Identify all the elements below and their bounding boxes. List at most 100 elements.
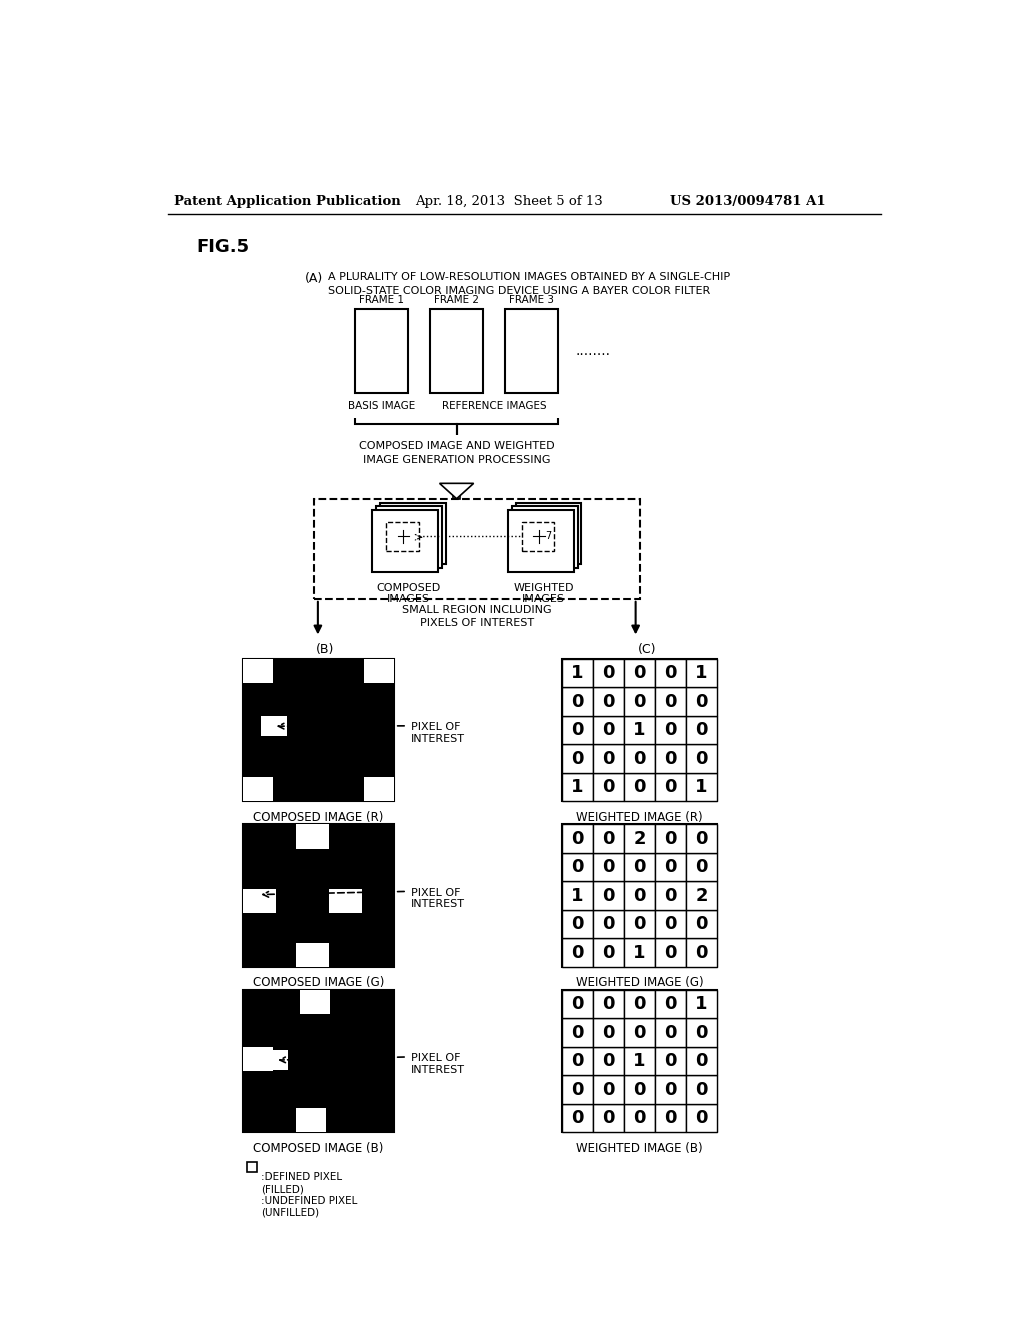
Bar xyxy=(593,909,624,939)
Text: 0: 0 xyxy=(633,1109,646,1127)
Bar xyxy=(655,1019,686,1047)
Bar xyxy=(296,825,329,849)
Text: 0: 0 xyxy=(602,858,614,876)
Text: 0: 0 xyxy=(695,1024,708,1041)
Bar xyxy=(562,825,593,853)
Text: 0: 0 xyxy=(602,1024,614,1041)
Text: 0: 0 xyxy=(633,887,646,904)
Text: 0: 0 xyxy=(602,664,614,682)
Text: 0: 0 xyxy=(571,915,584,933)
Bar xyxy=(593,939,624,966)
Bar xyxy=(593,1076,624,1104)
Bar xyxy=(355,309,408,393)
Bar xyxy=(655,1047,686,1076)
Bar xyxy=(562,853,593,882)
Bar xyxy=(624,825,655,853)
Text: 0: 0 xyxy=(665,1024,677,1041)
Text: 2: 2 xyxy=(633,830,646,847)
Text: 0: 0 xyxy=(695,721,708,739)
Text: 0: 0 xyxy=(665,858,677,876)
Text: 0: 0 xyxy=(602,1052,614,1071)
Bar xyxy=(372,511,438,572)
Text: 0: 0 xyxy=(633,1024,646,1041)
Bar xyxy=(562,909,593,939)
Text: COMPOSED IMAGE (G): COMPOSED IMAGE (G) xyxy=(253,977,384,989)
Bar xyxy=(512,507,578,568)
Text: 1: 1 xyxy=(571,664,584,682)
Bar xyxy=(386,521,419,552)
Text: 0: 0 xyxy=(571,858,584,876)
Text: 0: 0 xyxy=(602,830,614,847)
Text: 0: 0 xyxy=(602,750,614,768)
Bar xyxy=(686,659,717,688)
Text: (C): (C) xyxy=(638,644,656,656)
Bar xyxy=(243,659,394,801)
Bar xyxy=(593,659,624,688)
Bar xyxy=(686,1019,717,1047)
Text: 0: 0 xyxy=(665,944,677,962)
Text: FRAME 1: FRAME 1 xyxy=(359,296,403,305)
Bar xyxy=(624,882,655,909)
Bar xyxy=(593,882,624,909)
Text: 0: 0 xyxy=(665,664,677,682)
Bar xyxy=(562,659,593,688)
Text: COMPOSED
IMAGES: COMPOSED IMAGES xyxy=(376,582,440,605)
Text: 0: 0 xyxy=(665,995,677,1014)
Text: 1: 1 xyxy=(633,1052,646,1071)
Bar xyxy=(686,1104,717,1133)
Text: 0: 0 xyxy=(602,693,614,710)
Text: 0: 0 xyxy=(571,750,584,768)
Bar xyxy=(686,744,717,774)
Text: 0: 0 xyxy=(665,1052,677,1071)
Bar xyxy=(243,825,394,966)
Text: 0: 0 xyxy=(695,1052,708,1071)
Text: WEIGHTED
IMAGES: WEIGHTED IMAGES xyxy=(514,582,574,605)
Bar xyxy=(261,715,287,737)
Bar xyxy=(686,853,717,882)
Bar xyxy=(243,1047,273,1072)
Text: 1: 1 xyxy=(633,721,646,739)
Bar xyxy=(624,1019,655,1047)
Bar xyxy=(593,715,624,744)
Bar xyxy=(562,1076,593,1104)
Bar xyxy=(247,1185,257,1196)
Bar xyxy=(515,503,582,564)
Text: 0: 0 xyxy=(665,721,677,739)
Text: 0: 0 xyxy=(602,944,614,962)
Bar xyxy=(655,1104,686,1133)
PathPatch shape xyxy=(439,483,474,499)
Bar xyxy=(593,853,624,882)
Text: SMALL REGION INCLUDING
PIXELS OF INTEREST: SMALL REGION INCLUDING PIXELS OF INTERES… xyxy=(402,605,552,628)
Text: WEIGHTED IMAGE (G): WEIGHTED IMAGE (G) xyxy=(575,977,703,989)
Bar xyxy=(562,825,717,966)
Text: PIXEL OF
INTEREST: PIXEL OF INTEREST xyxy=(411,722,465,743)
Text: 0: 0 xyxy=(633,1081,646,1098)
Text: BASIS IMAGE: BASIS IMAGE xyxy=(348,401,415,411)
Text: 0: 0 xyxy=(665,887,677,904)
Bar xyxy=(329,888,362,912)
Bar xyxy=(655,744,686,774)
Bar xyxy=(243,659,273,684)
Text: 1: 1 xyxy=(571,777,584,796)
Bar xyxy=(624,715,655,744)
Text: 0: 0 xyxy=(602,1081,614,1098)
Bar xyxy=(686,715,717,744)
Text: WEIGHTED IMAGE (B): WEIGHTED IMAGE (B) xyxy=(577,1142,702,1155)
Bar xyxy=(562,882,593,909)
Bar xyxy=(562,744,593,774)
Bar xyxy=(562,774,593,801)
Text: 0: 0 xyxy=(602,721,614,739)
Bar xyxy=(655,990,686,1019)
Bar xyxy=(508,511,573,572)
Bar xyxy=(655,688,686,715)
Bar xyxy=(364,659,394,684)
Text: US 2013/0094781 A1: US 2013/0094781 A1 xyxy=(671,195,826,209)
Bar xyxy=(624,1104,655,1133)
Text: 0: 0 xyxy=(571,1081,584,1098)
Bar xyxy=(300,990,331,1014)
Bar xyxy=(686,909,717,939)
Text: WEIGHTED IMAGE (R): WEIGHTED IMAGE (R) xyxy=(577,810,702,824)
Text: 1: 1 xyxy=(571,887,584,904)
Text: 0: 0 xyxy=(665,1109,677,1127)
Bar xyxy=(655,853,686,882)
